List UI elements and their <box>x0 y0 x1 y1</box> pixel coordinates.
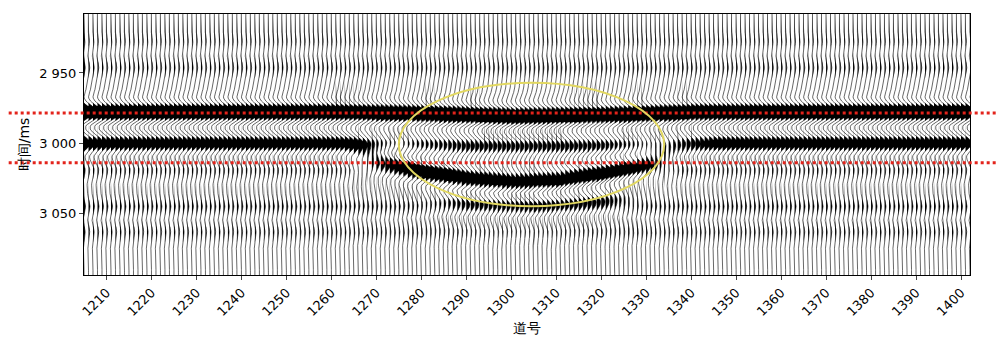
svg-text:3 050: 3 050 <box>39 206 76 221</box>
svg-text:1320: 1320 <box>574 285 608 319</box>
svg-text:1330: 1330 <box>619 285 653 319</box>
svg-text:3 000: 3 000 <box>39 136 76 151</box>
svg-text:1270: 1270 <box>349 285 383 319</box>
svg-text:1240: 1240 <box>214 285 248 319</box>
svg-text:1230: 1230 <box>169 285 203 319</box>
svg-text:2 950: 2 950 <box>39 65 76 80</box>
svg-text:1260: 1260 <box>304 285 338 319</box>
svg-text:1210: 1210 <box>79 285 113 319</box>
svg-text:1310: 1310 <box>529 285 563 319</box>
svg-text:1280: 1280 <box>394 285 428 319</box>
svg-text:时间/ms: 时间/ms <box>16 118 32 172</box>
svg-text:1380: 1380 <box>844 285 878 319</box>
svg-text:道号: 道号 <box>513 320 541 336</box>
svg-text:1390: 1390 <box>889 285 923 319</box>
svg-text:1360: 1360 <box>754 285 788 319</box>
svg-text:1400: 1400 <box>934 285 968 319</box>
svg-text:1290: 1290 <box>439 285 473 319</box>
svg-text:1340: 1340 <box>664 285 698 319</box>
svg-text:1300: 1300 <box>484 285 518 319</box>
svg-text:1250: 1250 <box>259 285 293 319</box>
svg-text:1370: 1370 <box>799 285 833 319</box>
svg-text:1220: 1220 <box>124 285 158 319</box>
svg-text:1350: 1350 <box>709 285 743 319</box>
